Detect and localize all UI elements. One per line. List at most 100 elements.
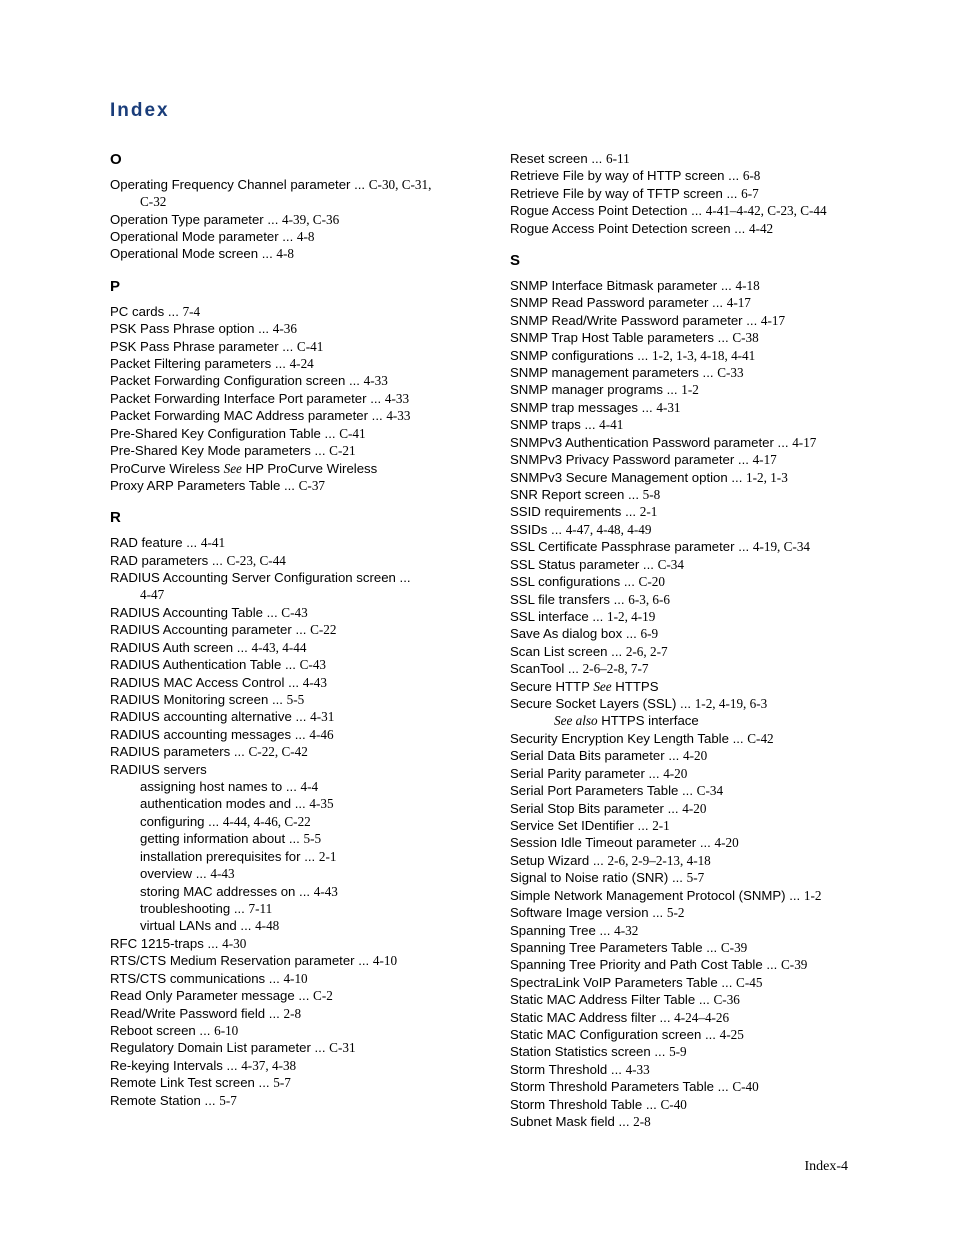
index-entry: SNMP Interface Bitmask parameter ... 4-1…: [510, 277, 880, 294]
entry-ref: 4-8: [297, 229, 315, 244]
index-entry: SSL Certificate Passphrase parameter ...…: [510, 538, 880, 555]
entry-text: RTS/CTS Medium Reservation parameter ...: [110, 953, 373, 968]
entry-text: PSK Pass Phrase option ...: [110, 321, 273, 336]
entry-ref: 2-1: [640, 504, 658, 519]
entry-ref: 4-33: [385, 391, 409, 406]
entry-text: RAD feature ...: [110, 535, 201, 550]
entry-text: Scan List screen ...: [510, 644, 626, 659]
entry-see: See: [224, 461, 242, 476]
entry-ref: 6-9: [641, 626, 659, 641]
entry-text: Spanning Tree Parameters Table ...: [510, 940, 721, 955]
index-entry: Storm Threshold Parameters Table ... C-4…: [510, 1078, 880, 1095]
entry-text: getting information about ...: [140, 831, 303, 846]
left-column: OOperating Frequency Channel parameter .…: [110, 150, 480, 1131]
entry-see: See also: [554, 713, 598, 728]
index-entry: 4-47: [140, 586, 480, 603]
index-entry: ProCurve Wireless See HP ProCurve Wirele…: [110, 460, 480, 477]
entry-text: SNMP manager programs ...: [510, 382, 681, 397]
entry-ref: 4-17: [792, 435, 816, 450]
index-entry: Serial Port Parameters Table ... C-34: [510, 782, 880, 799]
entry-ref: 4-24: [290, 356, 314, 371]
index-entry: Retrieve File by way of HTTP screen ... …: [510, 167, 880, 184]
entry-text: Spanning Tree ...: [510, 923, 614, 938]
entry-text: troubleshooting ...: [140, 901, 249, 916]
entry-text: RADIUS Authentication Table ...: [110, 657, 300, 672]
entry-ref: C-43: [300, 657, 326, 672]
index-entry: RADIUS accounting alternative ... 4-31: [110, 708, 480, 725]
entry-ref: 4-39, C-36: [282, 212, 339, 227]
entry-ref: 1-2, 1-3, 4-18, 4-41: [652, 348, 755, 363]
entry-ref: 6-11: [606, 151, 630, 166]
entry-text: Serial Port Parameters Table ...: [510, 783, 697, 798]
entry-ref: 4-46: [309, 727, 333, 742]
entry-text: Retrieve File by way of TFTP screen ...: [510, 186, 741, 201]
entry-text2: HTTPS interface: [598, 713, 699, 728]
entry-text: RADIUS Accounting Table ...: [110, 605, 281, 620]
index-entry: SSL interface ... 1-2, 4-19: [510, 608, 880, 625]
index-entry: Session Idle Timeout parameter ... 4-20: [510, 834, 880, 851]
entry-see: See: [593, 679, 611, 694]
entry-ref: 4-17: [761, 313, 785, 328]
entry-ref: 4-41–4-42, C-23, C-44: [706, 203, 827, 218]
index-entry: ScanTool ... 2-6–2-8, 7-7: [510, 660, 880, 677]
entry-ref: 2-8: [633, 1114, 651, 1129]
entry-text: authentication modes and ...: [140, 796, 309, 811]
index-entry: Spanning Tree Parameters Table ... C-39: [510, 939, 880, 956]
index-entry: Security Encryption Key Length Table ...…: [510, 730, 880, 747]
entry-text: RADIUS Accounting Server Configuration s…: [110, 570, 411, 585]
index-entry: RTS/CTS communications ... 4-10: [110, 970, 480, 987]
entry-ref: 7-11: [249, 901, 273, 916]
entry-text: RAD parameters ...: [110, 553, 227, 568]
entry-ref: 1-2: [681, 382, 699, 397]
entry-ref: 4-36: [273, 321, 297, 336]
entry-ref: 5-7: [687, 870, 705, 885]
entry-text: Proxy ARP Parameters Table ...: [110, 478, 299, 493]
entry-ref: 4-47: [140, 587, 164, 602]
entry-text: Retrieve File by way of HTTP screen ...: [510, 168, 743, 183]
entry-ref: 6-3, 6-6: [628, 592, 670, 607]
section-letter: R: [110, 508, 480, 528]
entry-text: Read/Write Password field ...: [110, 1006, 283, 1021]
entry-text: Re-keying Intervals ...: [110, 1058, 241, 1073]
index-entry: SNMP trap messages ... 4-31: [510, 399, 880, 416]
index-entry: Secure Socket Layers (SSL) ... 1-2, 4-19…: [510, 695, 880, 712]
entry-text: Operational Mode parameter ...: [110, 229, 297, 244]
entry-text: Reset screen ...: [510, 151, 606, 166]
entry-ref: 2-6, 2-7: [626, 644, 668, 659]
page-title: Index: [110, 100, 880, 122]
entry-text: Security Encryption Key Length Table ...: [510, 731, 747, 746]
entry-text: Reboot screen ...: [110, 1023, 214, 1038]
entry-text: Rogue Access Point Detection ...: [510, 203, 706, 218]
entry-text: RADIUS Accounting parameter ...: [110, 622, 310, 637]
entry-ref: C-34: [658, 557, 684, 572]
index-entry: Re-keying Intervals ... 4-37, 4-38: [110, 1057, 480, 1074]
index-entry: RADIUS servers: [110, 761, 480, 778]
entry-text: RADIUS parameters ...: [110, 744, 249, 759]
entry-text: Regulatory Domain List parameter ...: [110, 1040, 329, 1055]
index-entry: storing MAC addresses on ... 4-43: [140, 883, 480, 900]
index-entry: Storm Threshold ... 4-33: [510, 1061, 880, 1078]
entry-ref: 4-33: [386, 408, 410, 423]
index-entry: RADIUS Monitoring screen ... 5-5: [110, 691, 480, 708]
index-entry: SNMPv3 Secure Management option ... 1-2,…: [510, 469, 880, 486]
entry-text: Secure HTTP: [510, 679, 593, 694]
entry-ref: 4-41: [599, 417, 623, 432]
entry-text: SNMP trap messages ...: [510, 400, 656, 415]
entry-ref: 4-43: [314, 884, 338, 899]
index-entry: SSID requirements ... 2-1: [510, 503, 880, 520]
entry-text: Operation Type parameter ...: [110, 212, 282, 227]
index-entry: SSL file transfers ... 6-3, 6-6: [510, 591, 880, 608]
entry-text: ProCurve Wireless: [110, 461, 224, 476]
entry-ref: 5-5: [303, 831, 321, 846]
index-entry: assigning host names to ... 4-4: [140, 778, 480, 795]
section-letter: P: [110, 277, 480, 297]
entry-text: Rogue Access Point Detection screen ...: [510, 221, 749, 236]
entry-ref: 5-7: [219, 1093, 237, 1108]
index-entry: SNMP Read Password parameter ... 4-17: [510, 294, 880, 311]
entry-ref: 4-44, 4-46, C-22: [223, 814, 311, 829]
index-entry: SNMP Read/Write Password parameter ... 4…: [510, 312, 880, 329]
entry-ref: C-22, C-42: [249, 744, 308, 759]
right-column: Reset screen ... 6-11Retrieve File by wa…: [510, 150, 880, 1131]
index-entry: Operation Type parameter ... 4-39, C-36: [110, 211, 480, 228]
entry-ref: C-37: [299, 478, 325, 493]
